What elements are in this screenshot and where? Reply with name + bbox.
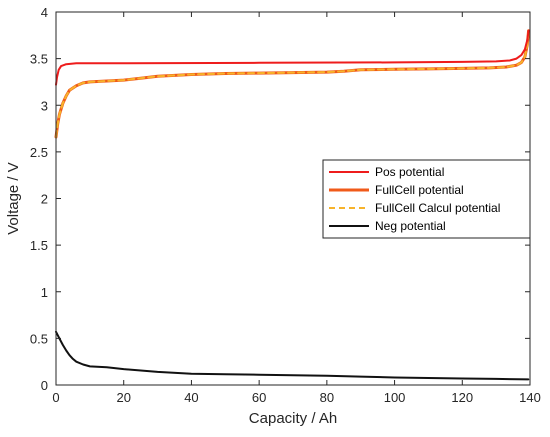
legend-entries: Pos potential FullCell potential FullCell … [329, 165, 500, 233]
y-tick-label: 1.5 [30, 238, 48, 253]
y-tick-label: 2 [41, 192, 48, 207]
y-tick-label: 1 [41, 285, 48, 300]
y-tick-label: 3 [41, 98, 48, 113]
axis-ticks: 0 20 40 60 80 100 120 140 0 0.5 1 1.5 2 2.5 3 3.5 4 [30, 5, 541, 405]
x-tick-label: 100 [384, 390, 406, 405]
legend: Pos potential FullCell potential FullCell … [322, 159, 531, 239]
legend-label: Neg potential [375, 219, 446, 233]
legend-label: FullCell potential [375, 183, 464, 197]
x-tick-label: 80 [320, 390, 334, 405]
y-tick-label: 0.5 [30, 331, 48, 346]
x-tick-label: 40 [184, 390, 198, 405]
legend-label: Pos potential [375, 165, 444, 179]
y-tick-label: 3.5 [30, 52, 48, 67]
y-axis-label: Voltage / V [5, 162, 22, 235]
y-tick-label: 0 [41, 378, 48, 393]
x-tick-label: 140 [519, 390, 541, 405]
x-axis-label: Capacity / Ah [249, 410, 337, 427]
series-line-neg-potential [55, 330, 530, 381]
x-tick-label: 20 [116, 390, 130, 405]
series-line-pos-potential [55, 29, 530, 86]
x-tick-label: 120 [451, 390, 473, 405]
y-tick-label: 2.5 [30, 145, 48, 160]
x-tick-label: 0 [52, 390, 59, 405]
x-tick-label: 60 [252, 390, 266, 405]
series-line-fullcell-calcul-potential [55, 29, 530, 138]
legend-label: FullCell Calcul potential [375, 201, 500, 215]
series-layer [54, 29, 531, 381]
y-tick-label: 4 [41, 5, 48, 20]
